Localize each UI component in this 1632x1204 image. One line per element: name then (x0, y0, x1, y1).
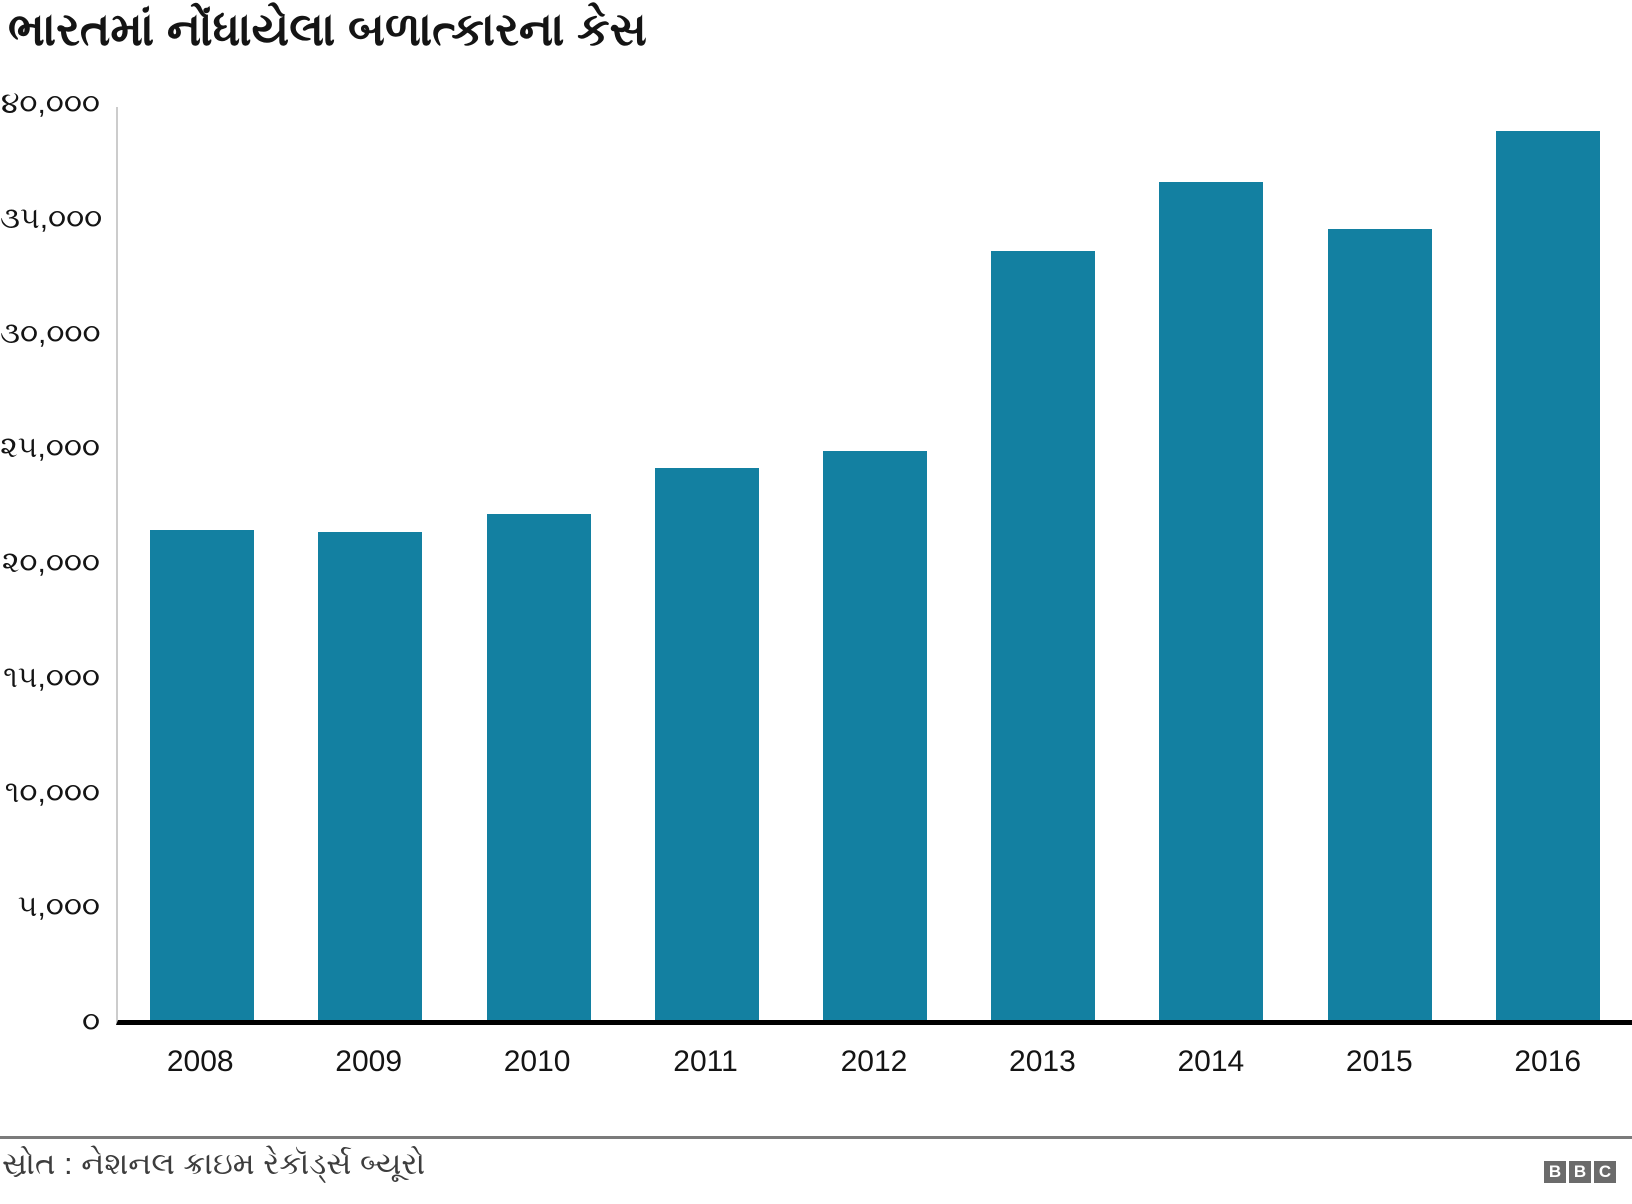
source-label: સ્રોત : નેશનલ ક્રાઇમ રેકૉર્ડ્સ બ્યૂરો (2, 1146, 426, 1181)
bar-slot (959, 107, 1127, 1020)
x-tick-label: 2014 (1177, 1045, 1245, 1078)
footer-divider (0, 1136, 1632, 1139)
bbc-logo-block: B (1569, 1161, 1591, 1183)
bar-slot (1296, 107, 1464, 1020)
bar-slot (623, 107, 791, 1020)
bar-slot (118, 107, 286, 1020)
x-tick-label: 2010 (503, 1045, 571, 1078)
y-tick-label: ૨૦,૦૦૦ (1, 546, 100, 579)
y-tick-label: ૩૫,૦૦૦ (0, 201, 103, 235)
y-tick-label: ૧૦,૦૦૦ (4, 775, 100, 809)
x-tick-label: 2012 (840, 1045, 908, 1078)
y-axis: ૪૦,૦૦૦ ૩૫,૦૦૦ ૩૦,૦૦૦ ૨૫,૦૦૦ ૨૦,૦૦૦ ૧૫,૦૦૦ ૧૦,૦… (0, 0, 103, 1100)
bar-2013 (991, 250, 1096, 1020)
x-tick-label: 2015 (1345, 1045, 1413, 1078)
y-tick-label: ૩૦,૦૦૦ (0, 316, 101, 350)
y-tick-label: ૪૦,૦૦૦ (0, 87, 100, 120)
bar-slot (454, 107, 622, 1020)
bar-2009 (318, 531, 423, 1020)
bar-slot (1464, 107, 1632, 1020)
bar-slot (286, 107, 454, 1020)
x-tick-label: 2011 (673, 1045, 738, 1078)
bar-2015 (1327, 229, 1432, 1020)
x-tick-label: 2008 (166, 1045, 234, 1078)
y-tick-label: ૧૫,૦૦૦ (3, 660, 100, 694)
bars-container (118, 107, 1632, 1020)
bar-2011 (654, 467, 759, 1020)
bar-2016 (1495, 131, 1600, 1020)
y-tick-label: ૦ (81, 1005, 100, 1038)
bar-2008 (150, 530, 255, 1020)
x-axis: 2008 2009 2010 2011 2012 2013 2014 2015 2016 (116, 1040, 1632, 1084)
bar-slot (1127, 107, 1295, 1020)
bbc-logo-block: B (1544, 1161, 1566, 1183)
x-tick-label: 2013 (1009, 1045, 1076, 1078)
bbc-logo-block: C (1594, 1161, 1616, 1183)
x-tick-label: 2009 (335, 1045, 403, 1078)
bar-2014 (1159, 181, 1264, 1020)
y-tick-label: ૨૫,૦૦૦ (0, 431, 100, 465)
bar-slot (791, 107, 959, 1020)
bar-2012 (822, 451, 927, 1020)
y-tick-label: ૫,૦૦૦ (17, 890, 100, 924)
chart-title: ભારતમાં નોંધાયેલા બળાત્કારના કેસ (8, 3, 647, 55)
bar-2010 (486, 513, 591, 1020)
plot-area (116, 107, 1632, 1025)
x-tick-label: 2016 (1514, 1045, 1582, 1078)
